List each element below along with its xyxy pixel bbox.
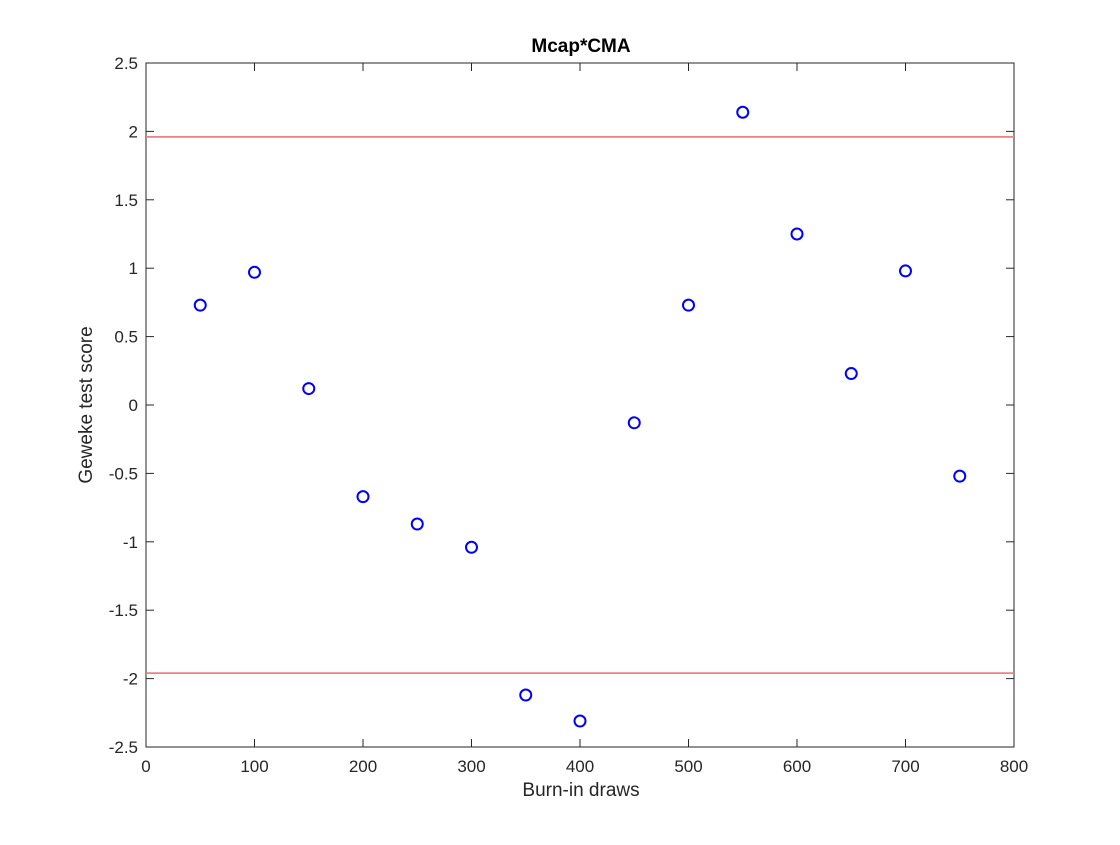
x-tick-label: 600: [783, 757, 811, 776]
data-point: [790, 227, 804, 241]
y-tick-label: 2: [129, 122, 138, 141]
data-point: [410, 517, 424, 531]
y-tick-label: -1.5: [109, 601, 138, 620]
y-tick-label: -1: [123, 533, 138, 552]
axes-box: [145, 62, 1015, 748]
data-point: [899, 264, 912, 278]
x-tick-label: 800: [1000, 757, 1028, 776]
data-point: [573, 714, 587, 728]
x-tick-label: 300: [457, 757, 485, 776]
data-point: [248, 265, 261, 279]
chart-title: Mcap*CMA: [531, 36, 631, 57]
x-axis-label: Burn-in draws: [522, 780, 639, 801]
data-point: [519, 688, 533, 702]
data-point: [844, 367, 858, 381]
y-tick-label: -2: [123, 670, 138, 689]
data-point: [302, 382, 316, 396]
data-point: [465, 540, 478, 554]
data-point: [953, 469, 967, 483]
x-tick-label: 100: [240, 757, 268, 776]
y-tick-label: 1: [129, 259, 138, 278]
x-tick-label: 700: [891, 757, 919, 776]
x-tick-label: 400: [566, 757, 594, 776]
x-tick-label: 200: [349, 757, 377, 776]
x-tick-label: 0: [141, 757, 150, 776]
data-point: [627, 416, 641, 430]
plot-area: 0 100 200 300 400 500 600 700 800 -2.5 -2 -1.5 -1 -0.…: [109, 54, 1028, 776]
y-tick-label: -2.5: [109, 738, 138, 757]
y-tick-label: 1.5: [114, 191, 138, 210]
y-tick-label: 0: [129, 396, 138, 415]
y-axis-label: Geweke test score: [76, 326, 97, 483]
y-tick-label: 0.5: [114, 328, 138, 347]
data-point: [193, 298, 207, 312]
y-tick-label: 2.5: [114, 54, 138, 73]
data-point: [736, 105, 750, 119]
x-tick-label: 500: [674, 757, 702, 776]
y-tick-label: -0.5: [109, 464, 138, 483]
data-point: [682, 298, 695, 312]
data-point: [356, 490, 370, 504]
